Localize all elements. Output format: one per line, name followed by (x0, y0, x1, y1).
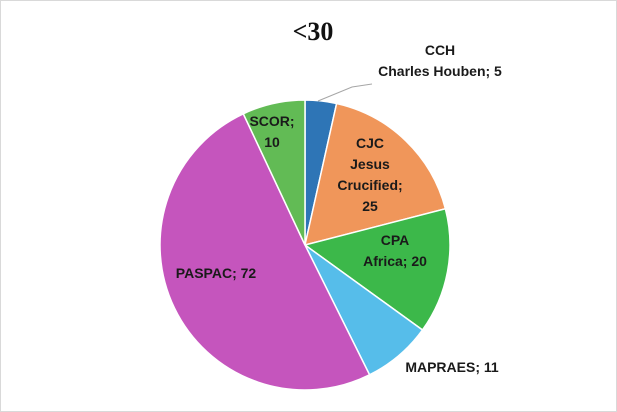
data-label-line: Charles Houben; 5 (378, 63, 502, 79)
pie-slice (159, 112, 371, 391)
data-label: PASPAC; 72 (176, 265, 257, 281)
data-label-line: CJC (356, 135, 384, 151)
data-label-line: Jesus (350, 156, 390, 172)
data-label-line: PASPAC; 72 (176, 265, 257, 281)
data-label-line: 10 (264, 134, 280, 150)
chart-title: <30 (293, 17, 334, 46)
pie-slice (303, 207, 451, 332)
pie-slice (304, 102, 447, 247)
data-label: MAPRAES; 11 (405, 359, 499, 375)
data-label-line: Crucified; (337, 177, 402, 193)
data-label-line: CPA (381, 232, 410, 248)
data-label: CCH Charles Houben; 5 (378, 42, 502, 79)
data-label-line: 25 (362, 198, 378, 214)
data-label-line: CCH (425, 42, 455, 58)
data-label-line: MAPRAES; 11 (405, 359, 499, 375)
leader-line (317, 83, 373, 102)
pie-slice (242, 99, 306, 246)
data-label-line: Africa; 20 (363, 253, 427, 269)
data-label: CPA Africa; 20 (363, 232, 427, 269)
data-label: CJC Jesus Crucified; 25 (337, 135, 402, 214)
data-label: SCOR; 10 (249, 113, 294, 150)
data-label-line: SCOR; (249, 113, 294, 129)
